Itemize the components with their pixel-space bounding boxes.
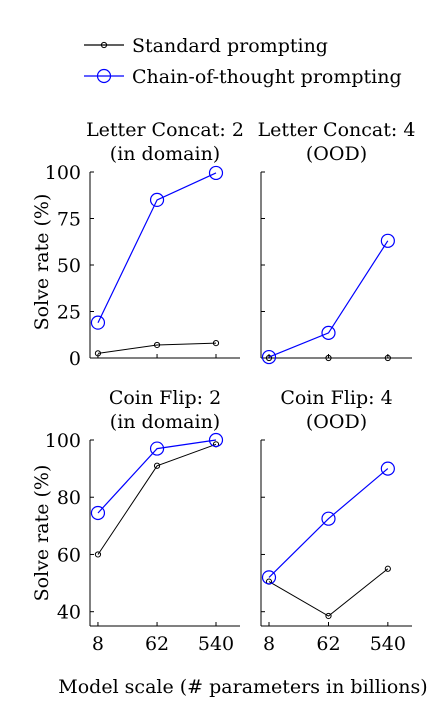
y-tick-label: 50 [57,255,81,277]
data-point-cot [208,165,224,181]
panel-title-line-1: Coin Flip: 4 [280,387,392,409]
series-line-cot [268,240,389,358]
y-tick-label: 40 [57,602,81,624]
x-tick-label: 62 [316,633,340,655]
legend-standard-label: Standard prompting [132,35,328,57]
data-point-cot [208,432,224,448]
y-axis-label-bottom: Solve rate (%) [31,465,53,602]
data-point-cot [261,570,277,585]
series-line-standard [97,342,217,354]
legend: Standard prompting Chain-of-thought prom… [84,35,402,88]
data-point-cot [261,349,277,365]
y-tick-label: 0 [69,348,81,370]
data-point-cot [90,315,106,330]
x-tick-label: 8 [92,633,104,655]
panel-title-line-2: (in domain) [110,143,220,165]
chart-panel-3: Coin Flip: 2(in domain) 40 60 80 100 8 62 540 [45,387,240,655]
panel-title-line-1: Letter Concat: 2 [86,119,244,141]
panel-title-line-1: Letter Concat: 4 [258,119,416,141]
data-point-standard [153,462,161,469]
x-tick-label: 540 [198,633,234,655]
legend-standard-marker [100,41,108,49]
series-line-standard [97,443,217,555]
y-tick-label: 80 [57,487,81,509]
data-point-cot [90,505,106,521]
panel-title-line-2: (OOD) [306,411,367,433]
series-line-standard [268,568,389,617]
panel-title-line-2: (OOD) [306,143,367,165]
panel-title-line-2: (in domain) [110,411,220,433]
legend-cot-marker [96,68,112,84]
y-tick-label: 75 [57,209,81,231]
series-line-cot [97,172,217,323]
chart-panel-2: Letter Concat: 4(OOD) [258,119,416,365]
y-axis-label-top: Solve rate (%) [31,194,53,331]
legend-cot-label: Chain-of-thought prompting [132,66,402,88]
x-axis-label: Model scale (# parameters in billions) [58,676,427,698]
series-line-cot [268,468,389,578]
x-tick-label: 540 [370,633,406,655]
data-point-cot [380,461,395,476]
data-point-standard [325,612,332,620]
data-point-cot [321,511,336,526]
data-point-standard [153,341,161,349]
series-line-cot [97,439,217,514]
y-tick-label: 60 [57,544,81,566]
data-point-standard [265,354,273,362]
y-tick-label: 100 [45,430,81,452]
chart-panel-1: Letter Concat: 2(in domain) 0 25 50 75 100 [45,119,244,370]
y-tick-label: 25 [57,302,81,324]
y-tick-label: 100 [45,162,81,184]
data-point-cot [149,192,165,207]
x-tick-label: 8 [263,633,275,655]
data-point-standard [94,350,102,357]
data-point-standard [94,551,102,558]
data-point-standard [212,340,220,347]
data-point-cot [149,441,165,456]
data-point-standard [384,354,391,362]
data-point-standard [384,565,391,572]
data-point-cot [380,233,395,248]
chart-panel-4: Coin Flip: 4(OOD) 8 62 540 [260,387,412,655]
data-point-cot [321,325,336,340]
panel-title-line-1: Coin Flip: 2 [109,387,221,409]
data-point-standard [325,354,332,362]
x-tick-label: 62 [145,633,169,655]
chart-panels: Letter Concat: 2(in domain)0255075100Let… [45,119,416,655]
